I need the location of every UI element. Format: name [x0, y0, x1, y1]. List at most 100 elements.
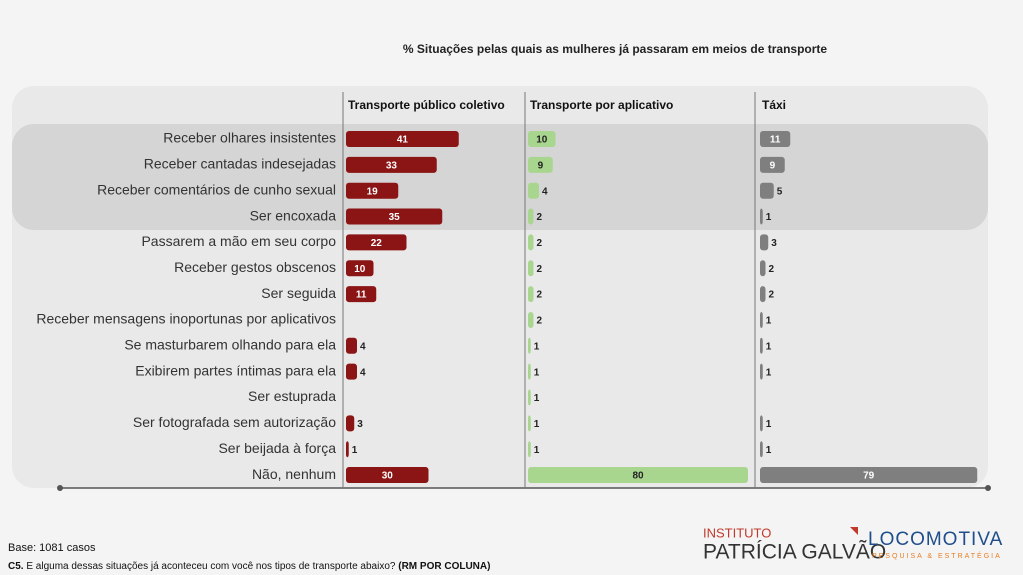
- value-label: 10: [354, 264, 366, 275]
- value-label: 2: [537, 316, 543, 327]
- highlight-band: [12, 124, 988, 230]
- bar: [346, 208, 443, 225]
- bar: [346, 286, 377, 303]
- bar: [346, 234, 407, 251]
- bar: [528, 286, 534, 303]
- question-code: C5.: [8, 561, 24, 572]
- value-label: 1: [766, 367, 772, 378]
- row-label: Ser estuprada: [248, 388, 336, 404]
- bar: [760, 208, 763, 225]
- value-label: 22: [371, 238, 383, 249]
- question: C5. E alguma dessas situações já acontec…: [8, 561, 490, 572]
- bar: [528, 337, 531, 354]
- value-label: 41: [397, 135, 409, 146]
- value-label: 5: [777, 186, 783, 197]
- bar: [528, 131, 556, 147]
- value-label: 9: [770, 160, 776, 171]
- value-label: 4: [360, 367, 366, 378]
- bar: [528, 415, 531, 432]
- bar: [346, 156, 437, 173]
- bar: [528, 311, 534, 328]
- value-label: 1: [766, 341, 772, 352]
- question-text: E alguma dessas situações já aconteceu c…: [24, 561, 399, 572]
- row-label: Não, nenhum: [252, 466, 336, 482]
- bar: [760, 182, 774, 199]
- bar: [528, 363, 531, 380]
- bar: [760, 467, 978, 484]
- column-header: Transporte por aplicativo: [530, 98, 673, 112]
- value-label: 1: [766, 445, 772, 456]
- value-label: 1: [766, 419, 772, 430]
- value-label: 33: [386, 160, 398, 171]
- chart-title: % Situações pelas quais as mulheres já p…: [403, 42, 828, 56]
- value-label: 35: [389, 212, 401, 223]
- bar: [528, 234, 534, 251]
- row-label: Ser encoxada: [250, 207, 337, 223]
- column-header: Transporte público coletivo: [348, 98, 505, 112]
- bar: [760, 363, 763, 380]
- value-label: 2: [769, 290, 775, 301]
- bar: [760, 441, 763, 458]
- value-label: 1: [766, 212, 772, 223]
- value-label: 1: [352, 445, 358, 456]
- axis-dot: [57, 485, 63, 491]
- bar: [346, 467, 429, 484]
- row-label: Receber olhares insistentes: [163, 130, 336, 146]
- bar: [528, 467, 748, 484]
- value-label: 2: [537, 290, 543, 301]
- bar: [346, 363, 357, 380]
- logo-mark: [850, 527, 858, 535]
- row-label: Receber mensagens inoportunas por aplica…: [36, 311, 336, 327]
- value-label: 2: [769, 264, 775, 275]
- bar: [760, 156, 785, 173]
- row-label: Receber cantadas indesejadas: [144, 156, 336, 172]
- bar: [346, 415, 355, 432]
- row-label: Se masturbarem olhando para ela: [124, 337, 336, 353]
- bar: [760, 415, 763, 432]
- logo-text: LOCOMOTIVA: [868, 529, 1003, 550]
- value-label: 1: [534, 393, 540, 404]
- value-label: 10: [536, 135, 548, 146]
- value-label: 3: [771, 238, 777, 249]
- value-label: 1: [534, 341, 540, 352]
- value-label: 2: [537, 212, 543, 223]
- bar: [346, 182, 399, 199]
- value-label: 9: [538, 160, 544, 171]
- bar: [346, 441, 349, 458]
- row-label: Ser seguida: [261, 285, 336, 301]
- bar: [528, 260, 534, 277]
- row-label: Exibirem partes íntimas para ela: [135, 362, 336, 378]
- logo-text: PESQUISA & ESTRATÉGIA: [872, 551, 1002, 560]
- logo-text: PATRÍCIA GALVÃO: [703, 540, 886, 564]
- value-label: 4: [542, 186, 548, 197]
- column-header: Táxi: [762, 98, 786, 112]
- bar: [528, 441, 531, 458]
- value-label: 30: [382, 471, 394, 482]
- question-note: (RM POR COLUNA): [398, 561, 490, 572]
- value-label: 1: [534, 419, 540, 430]
- bar: [346, 260, 374, 277]
- row-label: Ser fotografada sem autorização: [133, 414, 336, 430]
- value-label: 1: [534, 445, 540, 456]
- bar: [760, 286, 766, 303]
- value-label: 2: [537, 238, 543, 249]
- value-label: 1: [766, 316, 772, 327]
- bar: [528, 208, 534, 225]
- value-label: 4: [360, 341, 366, 352]
- bar: [760, 311, 763, 328]
- bar: [528, 182, 539, 199]
- row-label: Receber gestos obscenos: [174, 259, 336, 275]
- value-label: 80: [632, 471, 644, 482]
- bar: [760, 234, 769, 251]
- base-note: Base: 1081 casos: [8, 542, 96, 554]
- value-label: 19: [367, 186, 379, 197]
- value-label: 2: [537, 264, 543, 275]
- bar: [528, 389, 531, 406]
- value-label: 79: [863, 471, 875, 482]
- row-label: Ser beijada à força: [218, 440, 336, 456]
- value-label: 11: [356, 290, 367, 301]
- logo-text: INSTITUTO: [703, 525, 771, 540]
- bar: [528, 156, 553, 173]
- bar: [346, 131, 459, 147]
